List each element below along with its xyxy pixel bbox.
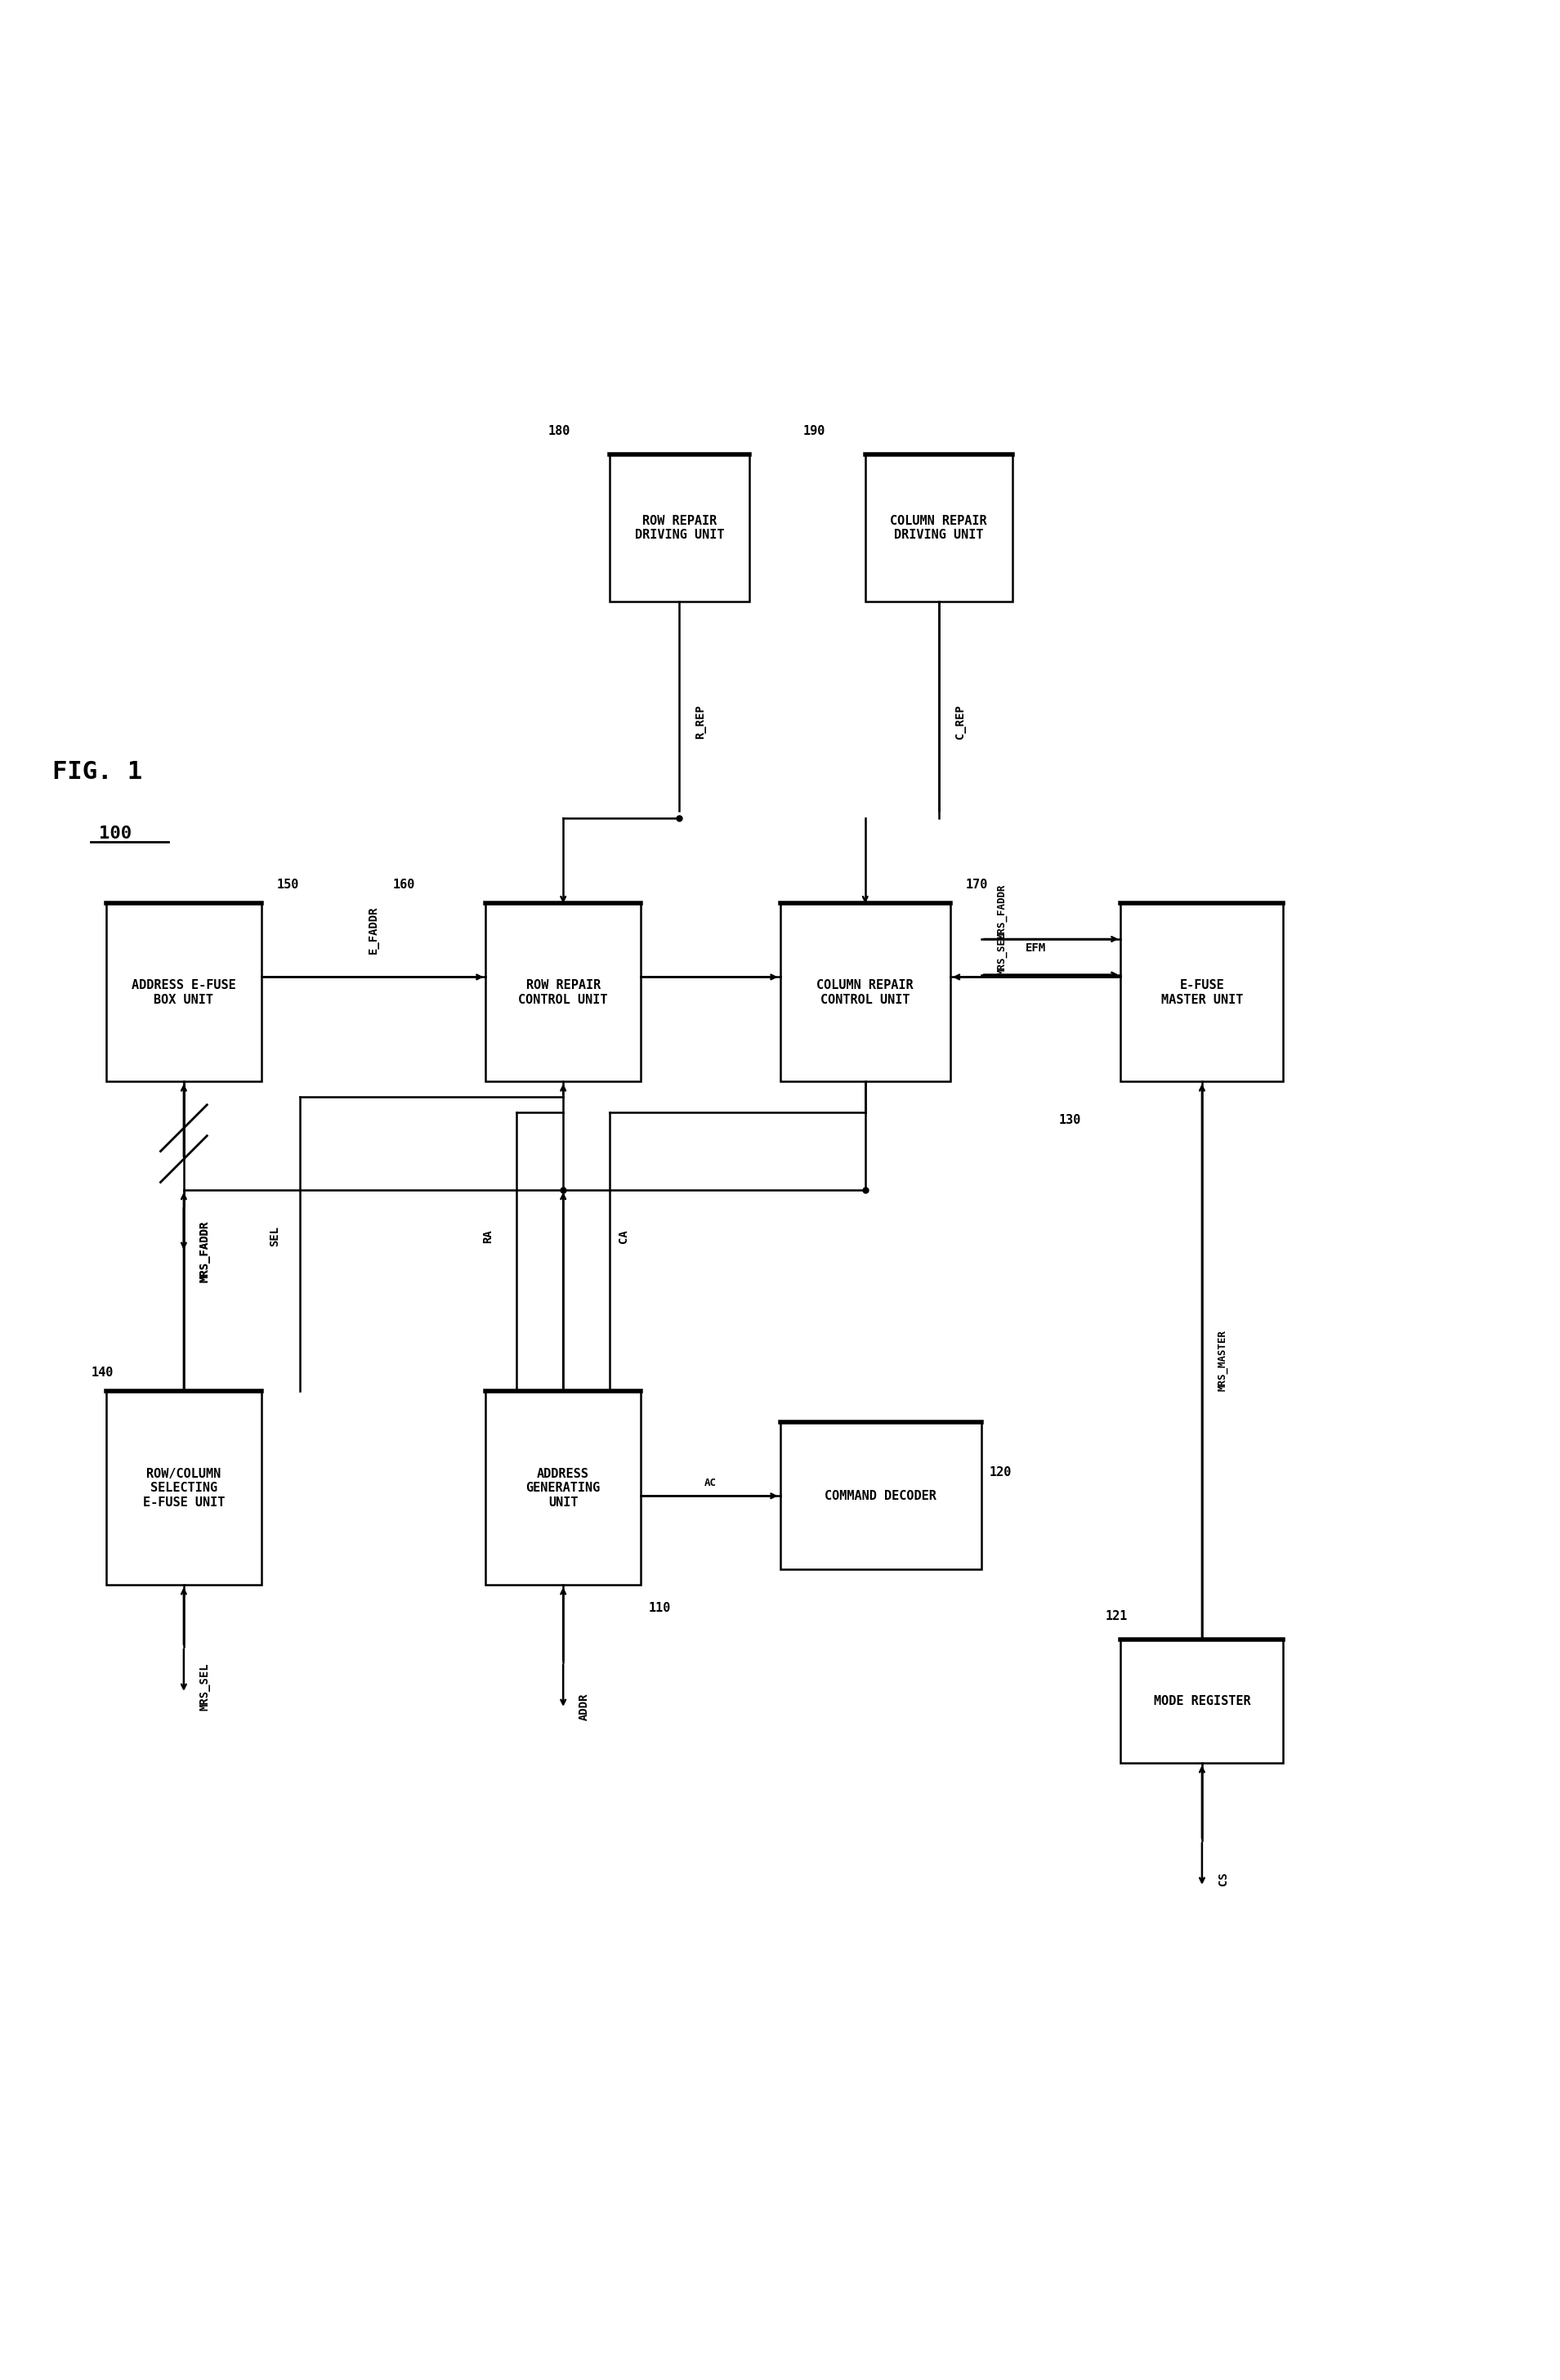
Text: 130: 130 (1059, 1114, 1081, 1126)
Text: EFM: EFM (1025, 942, 1045, 954)
Text: MODE REGISTER: MODE REGISTER (1153, 1695, 1251, 1706)
Text: E-FUSE
MASTER UNIT: E-FUSE MASTER UNIT (1161, 978, 1243, 1007)
Text: 150: 150 (276, 878, 300, 890)
Bar (610, 455, 749, 602)
Text: MRS_FADDR: MRS_FADDR (200, 1221, 211, 1283)
Text: CS: CS (1217, 1871, 1229, 1885)
Bar (485, 1392, 641, 1585)
Text: 160: 160 (393, 878, 415, 890)
Text: AC: AC (704, 1478, 716, 1488)
Bar (1120, 1640, 1284, 1764)
Text: R_REP: R_REP (694, 704, 707, 738)
Text: 120: 120 (989, 1466, 1011, 1478)
Text: MRS_SEL: MRS_SEL (997, 933, 1008, 976)
Text: ADDRESS
GENERATING
UNIT: ADDRESS GENERATING UNIT (526, 1468, 601, 1509)
Text: FIG. 1: FIG. 1 (51, 759, 142, 783)
Text: 110: 110 (649, 1602, 671, 1614)
Bar (780, 904, 950, 1081)
Text: 190: 190 (803, 426, 825, 438)
Text: RA: RA (482, 1230, 493, 1242)
Text: COLUMN REPAIR
CONTROL UNIT: COLUMN REPAIR CONTROL UNIT (817, 978, 914, 1007)
Text: ROW REPAIR
CONTROL UNIT: ROW REPAIR CONTROL UNIT (518, 978, 608, 1007)
Text: ADDRESS E-FUSE
BOX UNIT: ADDRESS E-FUSE BOX UNIT (131, 978, 236, 1007)
Text: 170: 170 (966, 878, 987, 890)
Bar (485, 904, 641, 1081)
Text: 100: 100 (98, 826, 131, 843)
Text: COLUMN REPAIR
DRIVING UNIT: COLUMN REPAIR DRIVING UNIT (891, 514, 987, 540)
Bar (1120, 904, 1284, 1081)
Bar (866, 455, 1012, 602)
Text: C_REP: C_REP (955, 704, 966, 738)
Text: ADDR: ADDR (579, 1695, 590, 1721)
Text: 180: 180 (548, 426, 569, 438)
Text: MRS_MASTER: MRS_MASTER (1217, 1330, 1228, 1390)
Text: E_FADDR: E_FADDR (368, 907, 379, 954)
Text: ROW REPAIR
DRIVING UNIT: ROW REPAIR DRIVING UNIT (635, 514, 724, 540)
Bar (780, 1423, 981, 1568)
Text: MRS_FADDR: MRS_FADDR (997, 883, 1008, 940)
Text: COMMAND DECODER: COMMAND DECODER (825, 1490, 936, 1502)
Text: ROW/COLUMN
SELECTING
E-FUSE UNIT: ROW/COLUMN SELECTING E-FUSE UNIT (144, 1468, 225, 1509)
Text: SEL: SEL (268, 1226, 281, 1247)
Text: MRS_FADDR: MRS_FADDR (200, 1221, 211, 1283)
Text: CA: CA (618, 1230, 629, 1242)
Text: 140: 140 (90, 1366, 114, 1378)
Text: 121: 121 (1104, 1609, 1128, 1623)
Text: MRS_SEL: MRS_SEL (200, 1661, 211, 1711)
Bar (106, 904, 261, 1081)
Bar (106, 1392, 261, 1585)
